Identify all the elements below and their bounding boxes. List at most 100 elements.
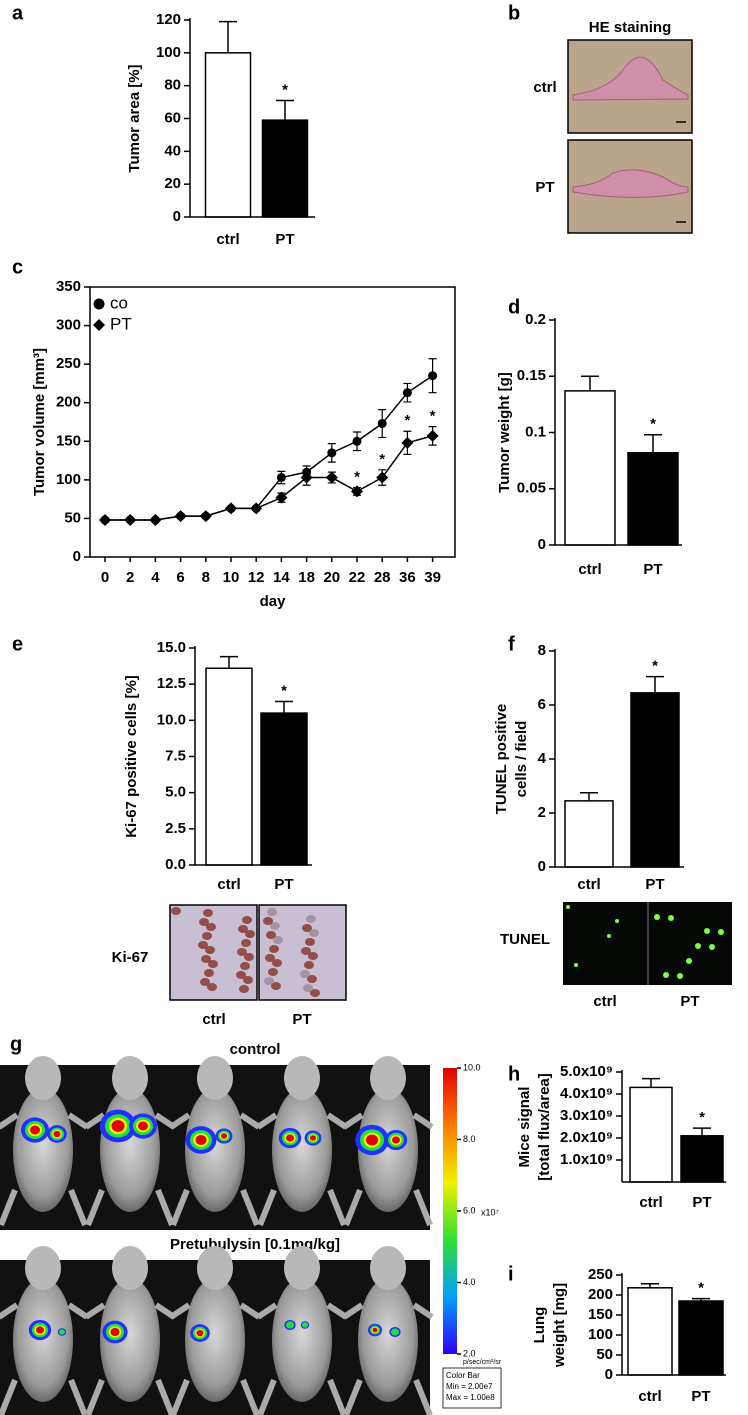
y-tick-label: 250 bbox=[588, 1266, 613, 1283]
legend-label: co bbox=[110, 293, 128, 312]
panel-letter: d bbox=[508, 296, 520, 318]
nucleus bbox=[239, 985, 249, 993]
error-bar bbox=[693, 1127, 711, 1136]
signal-blob bbox=[111, 1120, 125, 1132]
panel-letter: e bbox=[12, 633, 23, 655]
mouse-head bbox=[112, 1246, 148, 1290]
y-tick-label: 0 bbox=[605, 1366, 613, 1383]
error-bar bbox=[580, 792, 598, 801]
signal-blob bbox=[53, 1130, 61, 1138]
y-axis-label: [total flux/area] bbox=[536, 1073, 553, 1181]
signal-blob bbox=[286, 1321, 294, 1329]
bar bbox=[204, 52, 252, 218]
mouse-head bbox=[370, 1056, 406, 1100]
x-tick-label: 0 bbox=[101, 569, 109, 586]
significance-mark: * bbox=[698, 1280, 704, 1297]
nucleus bbox=[244, 953, 254, 961]
y-axis-label: Tumor weight [g] bbox=[496, 372, 513, 493]
color-bar-legend bbox=[442, 1367, 502, 1409]
bar bbox=[629, 1086, 673, 1183]
signal-blob bbox=[310, 1135, 316, 1141]
image-caption: ctrl bbox=[593, 993, 616, 1010]
x-tick-label: 20 bbox=[323, 569, 340, 586]
image-caption: PT bbox=[292, 1011, 311, 1028]
mouse-head bbox=[284, 1246, 320, 1290]
apoptotic-cell bbox=[607, 934, 611, 938]
y-tick-label: 100 bbox=[156, 44, 181, 61]
nucleus bbox=[308, 952, 318, 960]
nucleus bbox=[236, 971, 246, 979]
nucleus bbox=[267, 908, 277, 916]
x-tick-label: ctrl bbox=[217, 876, 240, 893]
color-bar-unit: p/sec/cm²/sr bbox=[463, 1359, 502, 1366]
marker bbox=[377, 419, 387, 429]
y-tick-label: 1.0x10⁹ bbox=[560, 1151, 613, 1168]
significance-mark: * bbox=[430, 408, 436, 425]
bar bbox=[260, 712, 308, 866]
nucleus bbox=[198, 941, 208, 949]
y-tick-label: 80 bbox=[164, 77, 181, 94]
y-tick-label: 3.0x10⁹ bbox=[560, 1107, 613, 1124]
marker bbox=[402, 388, 412, 398]
panel-letter: c bbox=[12, 256, 23, 278]
error-bar bbox=[220, 655, 238, 669]
y-tick-label: 6 bbox=[538, 696, 546, 713]
x-tick-label: 14 bbox=[273, 569, 290, 586]
image-caption: ctrl bbox=[202, 1011, 225, 1028]
nucleus bbox=[270, 922, 280, 930]
marker bbox=[325, 471, 338, 484]
marker bbox=[376, 471, 389, 484]
mouse-body bbox=[100, 1278, 160, 1402]
y-tick-label: 12.5 bbox=[157, 675, 186, 692]
nucleus bbox=[303, 984, 313, 992]
bar bbox=[564, 800, 614, 868]
signal-blob bbox=[366, 1134, 378, 1146]
mouse-head bbox=[25, 1246, 61, 1290]
mouse-legs bbox=[84, 1112, 176, 1227]
bar bbox=[630, 692, 680, 868]
nucleus bbox=[273, 936, 283, 944]
y-tick-label: 0.0 bbox=[165, 856, 186, 873]
marker bbox=[401, 436, 414, 449]
nucleus bbox=[241, 939, 251, 947]
signal-blob bbox=[372, 1327, 378, 1333]
micrograph bbox=[563, 902, 647, 985]
nucleus bbox=[200, 978, 210, 986]
nucleus bbox=[199, 918, 209, 926]
apoptotic-cell bbox=[654, 914, 660, 920]
mouse-body bbox=[100, 1088, 160, 1212]
mouse-legs bbox=[342, 1112, 434, 1227]
y-tick-label: 0 bbox=[538, 858, 546, 875]
apoptotic-cell bbox=[566, 905, 570, 909]
signal-blob bbox=[196, 1329, 204, 1337]
x-tick-label: 8 bbox=[202, 569, 210, 586]
bar bbox=[564, 390, 616, 546]
signal-blob bbox=[195, 1135, 207, 1145]
nucleus bbox=[203, 909, 213, 917]
color-bar bbox=[443, 1068, 457, 1354]
x-tick-label: 2 bbox=[126, 569, 134, 586]
error-bar bbox=[646, 675, 664, 693]
y-tick-label: 20 bbox=[164, 175, 181, 192]
nucleus bbox=[269, 945, 279, 953]
bar bbox=[678, 1300, 724, 1376]
y-tick-label: 0.2 bbox=[525, 311, 546, 328]
x-tick-label: 18 bbox=[298, 569, 315, 586]
plot-frame bbox=[89, 286, 456, 558]
image-label: Ki-67 bbox=[112, 949, 149, 966]
nucleus bbox=[240, 962, 250, 970]
color-bar-label: 2.0 bbox=[463, 1348, 476, 1358]
y-tick-label: 50 bbox=[64, 509, 81, 526]
marker bbox=[276, 473, 286, 483]
apoptotic-cell bbox=[718, 929, 724, 935]
y-axis-label: Lung bbox=[531, 1307, 548, 1344]
apoptotic-cell bbox=[663, 972, 669, 978]
error-bar bbox=[275, 700, 293, 714]
color-bar-label: 4.0 bbox=[463, 1277, 476, 1287]
mouse-head bbox=[370, 1246, 406, 1290]
nucleus bbox=[204, 969, 214, 977]
mouse-legs bbox=[0, 1302, 89, 1415]
panel-letter: i bbox=[508, 1263, 514, 1285]
series-line bbox=[105, 375, 434, 521]
marker bbox=[351, 485, 363, 498]
